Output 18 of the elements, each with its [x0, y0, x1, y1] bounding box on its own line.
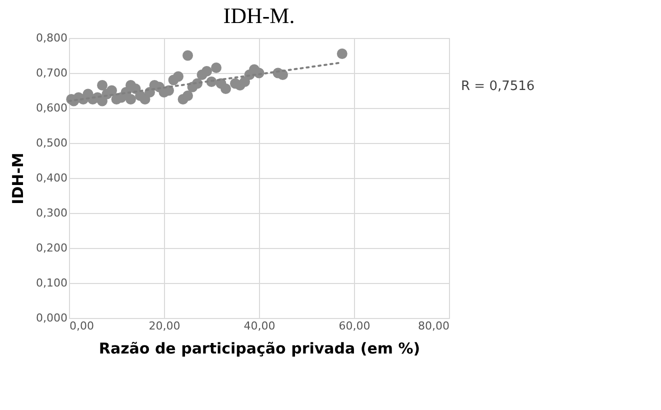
x-tick-label: 0,00 [70, 320, 94, 332]
y-tick-label: 0,200 [36, 242, 68, 254]
x-tick-label: 40,00 [244, 320, 276, 332]
x-axis-title: Razão de participação privada (em %) [98, 340, 420, 358]
x-tick-label: 60,00 [338, 320, 370, 332]
chart-title: IDH-M. [223, 3, 295, 28]
y-tick-label: 0,100 [36, 276, 68, 290]
y-tick-label: 0,600 [36, 102, 68, 114]
y-axis-title: IDH-M [9, 152, 28, 204]
y-tick-label: 0,300 [36, 206, 68, 220]
y-tick-label: 0,800 [36, 32, 68, 44]
y-tick-label: 0,500 [36, 136, 68, 150]
y-tick-label: 0,400 [36, 172, 68, 184]
x-tick-label: 20,00 [148, 320, 180, 332]
x-tick-label: 80,00 [418, 320, 450, 332]
y-tick-label: 0,000 [36, 312, 68, 324]
y-tick-label: 0,700 [36, 66, 68, 80]
text: R = 0,7516 [461, 79, 535, 94]
